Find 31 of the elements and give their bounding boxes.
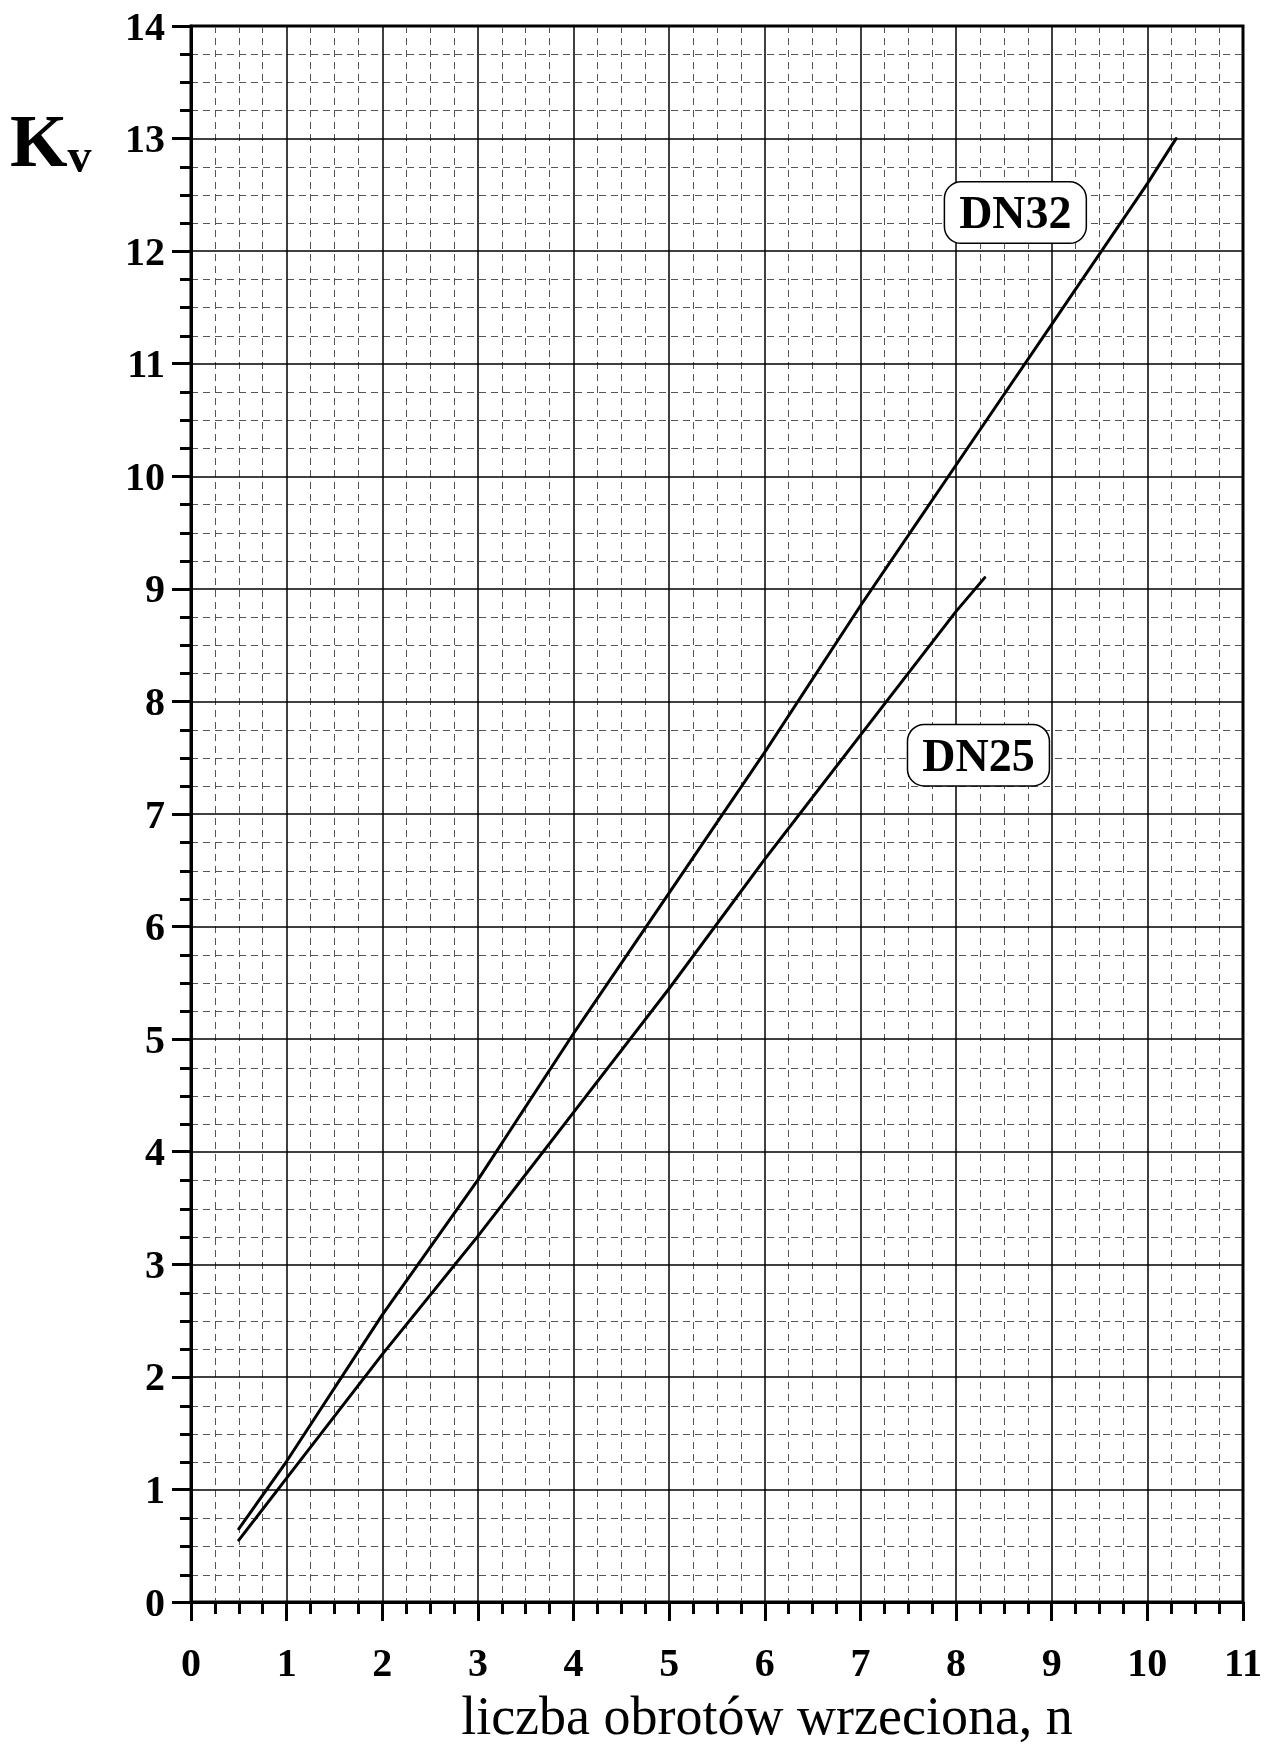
y-tick-label: 14 (125, 3, 165, 49)
x-tick-label: 9 (1041, 1639, 1062, 1685)
y-tick-label: 13 (125, 116, 165, 162)
x-tick-label: 6 (754, 1639, 775, 1685)
y-tick-label: 5 (145, 1016, 165, 1062)
y-tick-label: 2 (145, 1354, 165, 1400)
y-tick-label: 11 (127, 341, 165, 387)
x-tick-label: 0 (181, 1639, 201, 1685)
x-tick-label: 10 (1127, 1639, 1168, 1685)
y-tick-label: 8 (145, 678, 165, 724)
x-tick-label: 3 (467, 1639, 488, 1685)
x-tick-label: 8 (946, 1639, 967, 1685)
y-tick-label: 6 (145, 904, 165, 950)
y-tick-label: 4 (145, 1129, 165, 1175)
series-label: DN25 (922, 729, 1035, 781)
x-tick-label: 7 (850, 1639, 871, 1685)
y-tick-label: 3 (145, 1241, 165, 1287)
y-tick-label: 7 (145, 791, 165, 837)
x-tick-label: 1 (276, 1639, 297, 1685)
y-tick-label: 9 (145, 566, 165, 612)
x-tick-label: 11 (1224, 1639, 1262, 1685)
x-axis-title: liczba obrotów wrzeciona, n (461, 1686, 1073, 1746)
x-tick-label: 5 (659, 1639, 680, 1685)
y-tick-label: 0 (145, 1579, 165, 1625)
series-label: DN32 (959, 187, 1072, 239)
y-tick-label: 1 (145, 1466, 165, 1512)
x-tick-label: 4 (563, 1639, 584, 1685)
y-axis-title: K$_{v}$ (10, 100, 92, 182)
y-tick-label: 10 (125, 453, 165, 499)
x-tick-label: 2 (372, 1639, 393, 1685)
y-tick-label: 12 (125, 228, 165, 274)
